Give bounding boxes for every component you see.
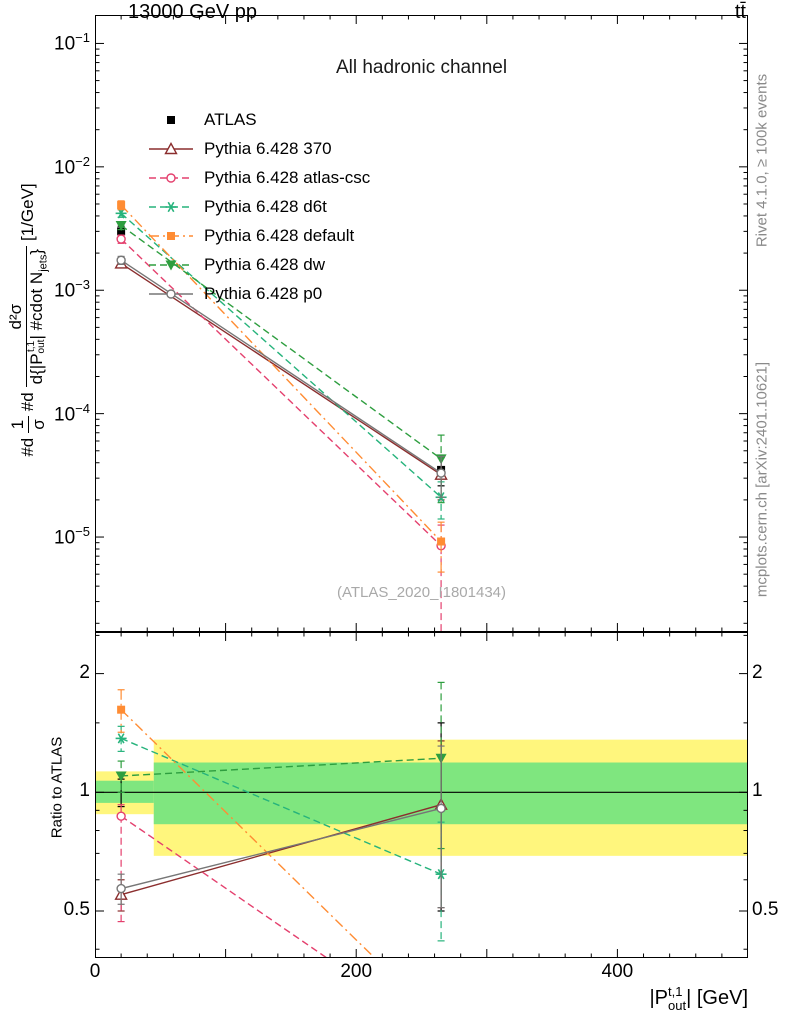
legend-sample-icon bbox=[149, 142, 193, 155]
main-y-tick-label: 10−4 bbox=[54, 400, 90, 425]
ratio-series-pythia-6.428-p0 bbox=[116, 745, 446, 909]
legend-item-0: ATLAS bbox=[148, 110, 370, 130]
analysis-watermark: (ATLAS_2020_I1801434) bbox=[336, 584, 506, 601]
ratio-frame bbox=[95, 632, 748, 958]
ratio-y-tick-label-right: 1 bbox=[752, 780, 763, 802]
legend-item-2: Pythia 6.428 atlas-csc bbox=[148, 168, 370, 188]
legend-label: Pythia 6.428 atlas-csc bbox=[204, 168, 371, 187]
legend-item-6: Pythia 6.428 p0 bbox=[148, 284, 370, 304]
ratio-series-layer bbox=[95, 681, 748, 958]
ratio-plot-svg bbox=[95, 632, 748, 958]
main-plot-svg bbox=[95, 15, 748, 632]
main-y-tick-label: 10−3 bbox=[54, 277, 90, 302]
main-frame bbox=[95, 15, 748, 632]
rivet-version-note: Rivet 4.1.0, ≥ 100k events bbox=[753, 73, 771, 248]
x-axis-label: |P t,1 out | [GeV] bbox=[649, 984, 748, 1013]
ratio-y-tick-label-left: 0.5 bbox=[63, 899, 90, 920]
ratio-series-pythia-6.428-atlas-csc bbox=[116, 804, 329, 958]
ratio-y-tick-label-left: 1 bbox=[79, 780, 90, 802]
x-tick-label: 200 bbox=[340, 961, 373, 982]
legend-sample-icon bbox=[167, 116, 175, 124]
legend-label: Pythia 6.428 default bbox=[204, 226, 355, 245]
legend-label: Pythia 6.428 d6t bbox=[204, 197, 327, 216]
legend-item-5: Pythia 6.428 dw bbox=[148, 255, 370, 275]
uncertainty-band-green bbox=[153, 762, 748, 825]
beam-energy-title: 13000 GeV pp bbox=[128, 1, 257, 23]
ylabel-fraction-2: d²σ d{|P t,1 out | #cdot Njets} bbox=[6, 245, 50, 388]
main-y-tick-label: 10−2 bbox=[54, 153, 90, 179]
legend-label: Pythia 6.428 370 bbox=[204, 139, 332, 158]
channel-title: All hadronic channel bbox=[335, 57, 508, 78]
mcplots-credit-note: mcplots.cern.ch [arXiv:2401.10621] bbox=[753, 361, 771, 598]
legend: ATLAS Pythia 6.428 370 Pythia 6.428 atlas-… bbox=[148, 110, 370, 304]
ratio-y-tick-label-right: 2 bbox=[752, 661, 763, 683]
ylabel-unit: [1/GeV] bbox=[18, 183, 37, 241]
main-y-tick-label: 10−5 bbox=[54, 524, 90, 549]
main-y-tick-label: 10−1 bbox=[54, 30, 90, 55]
ratio-series-pythia-6.428-default bbox=[117, 689, 445, 958]
ratio-y-tick-label-right: 0.5 bbox=[752, 899, 779, 920]
legend-sample-icon bbox=[149, 260, 193, 271]
ylabel-artifact-1: #d bbox=[18, 437, 37, 457]
series-pythia-6.428-default bbox=[117, 200, 446, 573]
legend-item-4: Pythia 6.428 default bbox=[148, 226, 370, 246]
legend-label: Pythia 6.428 p0 bbox=[204, 284, 323, 303]
legend-sample-icon bbox=[149, 232, 193, 240]
legend-label: Pythia 6.428 dw bbox=[204, 255, 325, 274]
legend-label: ATLAS bbox=[204, 110, 257, 129]
legend-sample-icon bbox=[149, 289, 193, 299]
x-tick-label: 400 bbox=[601, 961, 634, 982]
ylabel-artifact-2: #d bbox=[18, 392, 37, 412]
legend-sample-icon bbox=[149, 173, 193, 183]
ratio-y-tick-label-left: 2 bbox=[79, 661, 90, 683]
x-tick-label: 0 bbox=[89, 961, 101, 982]
legend-item-1: Pythia 6.428 370 bbox=[148, 139, 370, 159]
process-title: tt̄ bbox=[734, 1, 746, 23]
legend-item-3: Pythia 6.428 d6t bbox=[148, 197, 370, 217]
legend-sample-icon bbox=[149, 201, 193, 213]
